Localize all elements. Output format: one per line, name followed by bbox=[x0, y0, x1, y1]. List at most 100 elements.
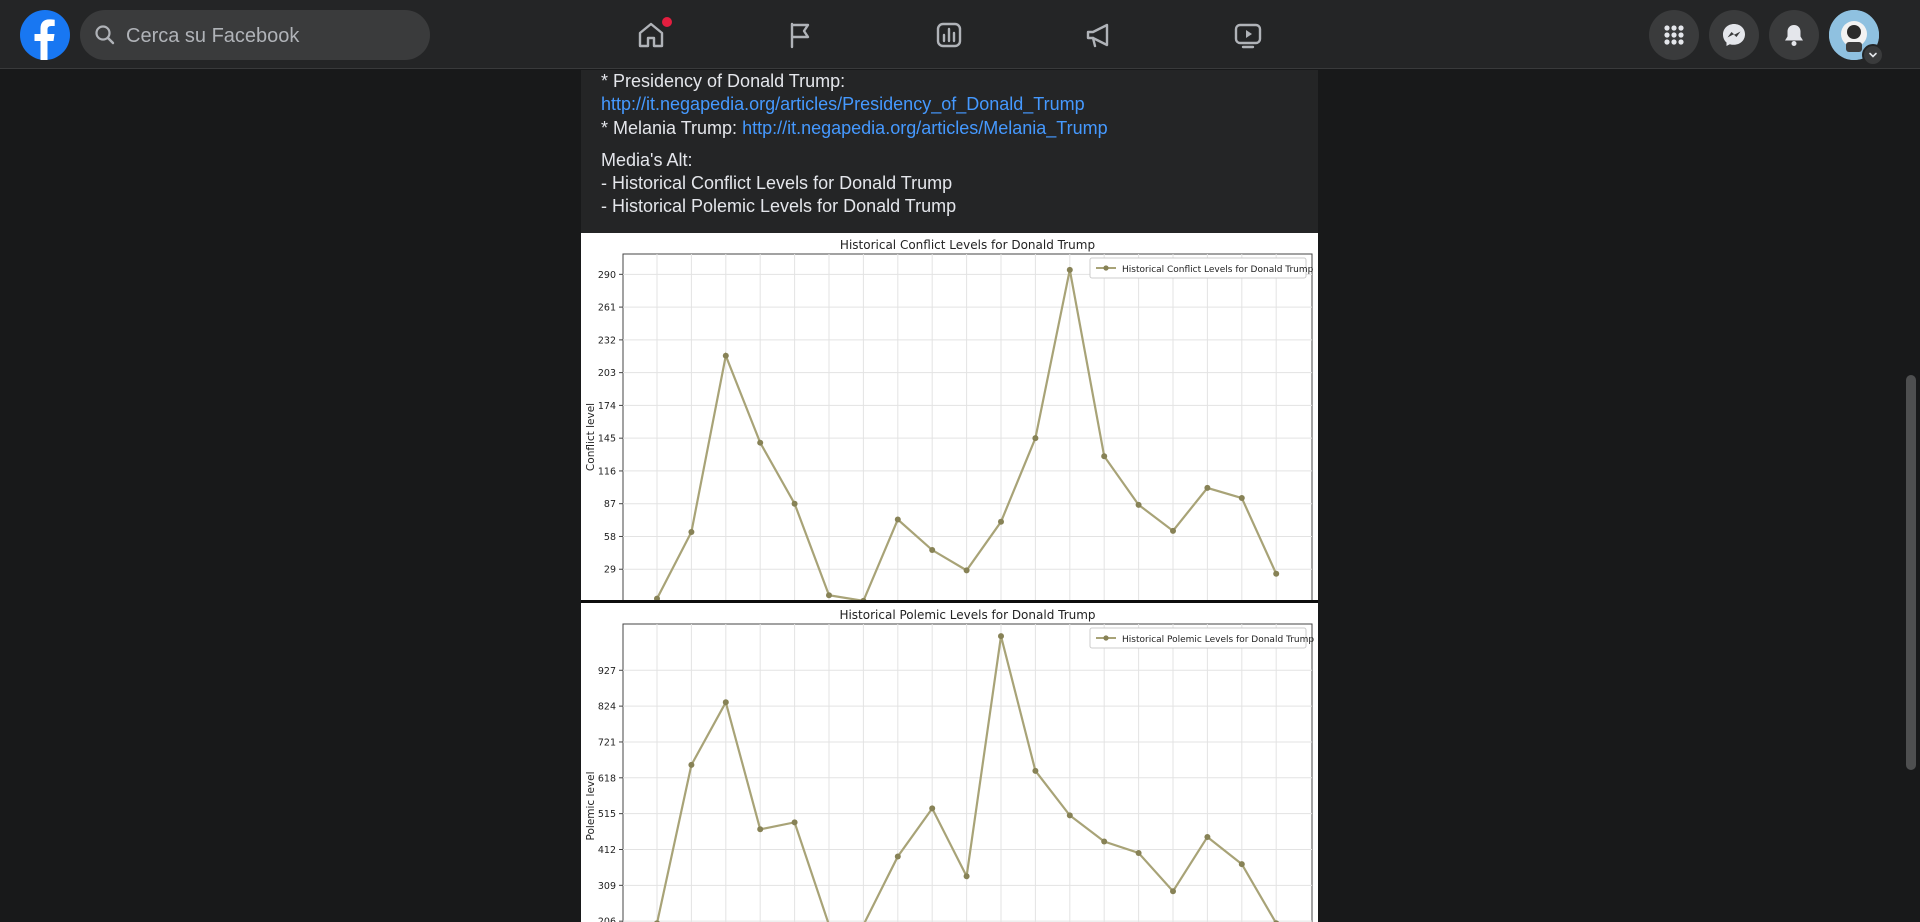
video-icon bbox=[1234, 23, 1262, 49]
presidency-link[interactable]: http://it.negapedia.org/articles/Preside… bbox=[601, 94, 1085, 114]
legend-marker bbox=[1103, 265, 1109, 271]
y-tick-label: 824 bbox=[598, 702, 616, 713]
y-axis-label: Conflict level bbox=[585, 403, 597, 471]
legend-label: Historical Conflict Levels for Donald Tr… bbox=[1122, 265, 1314, 275]
legend-label: Historical Polemic Levels for Donald Tru… bbox=[1122, 635, 1314, 645]
notifications-button[interactable] bbox=[1769, 10, 1819, 60]
data-point bbox=[826, 592, 832, 599]
search-icon bbox=[94, 24, 116, 46]
y-tick-label: 206 bbox=[598, 917, 616, 922]
data-point bbox=[929, 547, 936, 554]
melania-line: * Melania Trump: http://it.negapedia.org… bbox=[601, 117, 1108, 140]
melania-label: * Melania Trump: bbox=[601, 118, 738, 138]
post-text: * Presidency of Donald Trump: http://it.… bbox=[581, 70, 1318, 233]
legend-box bbox=[1089, 257, 1307, 279]
data-point bbox=[1101, 453, 1108, 460]
data-point bbox=[688, 761, 695, 768]
data-point bbox=[1204, 833, 1211, 840]
image-divider bbox=[581, 600, 1318, 603]
nav-tab-watch[interactable] bbox=[1198, 8, 1298, 62]
data-point bbox=[722, 699, 729, 706]
conflict-chart: Historical Conflict Levels for Donald Tr… bbox=[585, 238, 1314, 600]
menu-button[interactable] bbox=[1649, 10, 1699, 60]
presidency-link-line: http://it.negapedia.org/articles/Preside… bbox=[601, 93, 1085, 116]
top-navigation-bar bbox=[0, 0, 1920, 69]
y-tick-label: 261 bbox=[598, 303, 616, 314]
messenger-icon bbox=[1723, 24, 1745, 46]
alt-item: - Historical Conflict Levels for Donald … bbox=[601, 173, 953, 193]
data-point bbox=[1238, 861, 1245, 868]
y-tick-label: 618 bbox=[598, 773, 616, 784]
melania-link[interactable]: http://it.negapedia.org/articles/Melania… bbox=[742, 118, 1108, 138]
search-input[interactable] bbox=[124, 10, 418, 62]
y-tick-label: 174 bbox=[598, 401, 616, 412]
alt-item: - Historical Polemic Levels for Donald T… bbox=[601, 196, 957, 216]
data-point bbox=[894, 516, 901, 523]
y-tick-label: 145 bbox=[598, 434, 616, 445]
data-point bbox=[929, 805, 936, 812]
data-point bbox=[1066, 266, 1073, 273]
data-point bbox=[998, 633, 1004, 640]
data-point bbox=[963, 567, 970, 574]
conflict-chart-image[interactable]: Historical Conflict Levels for Donald Tr… bbox=[581, 233, 1318, 600]
search-box[interactable] bbox=[80, 10, 430, 62]
data-point bbox=[998, 518, 1004, 525]
messenger-button[interactable] bbox=[1709, 10, 1759, 60]
data-point bbox=[1170, 888, 1176, 895]
data-point bbox=[1273, 570, 1280, 577]
chart-title: Historical Conflict Levels for Donald Tr… bbox=[840, 238, 1095, 252]
data-point bbox=[894, 853, 901, 860]
data-point bbox=[1032, 435, 1039, 442]
y-tick-label: 290 bbox=[598, 270, 616, 281]
data-point bbox=[1238, 495, 1245, 502]
y-tick-label: 309 bbox=[598, 881, 616, 892]
data-point bbox=[654, 595, 660, 600]
data-point bbox=[860, 597, 867, 600]
chart-icon bbox=[936, 22, 962, 48]
polemic-chart-image[interactable]: Historical Polemic Levels for Donald Tru… bbox=[581, 603, 1318, 922]
data-point bbox=[1032, 767, 1039, 774]
plot-frame bbox=[622, 623, 1313, 922]
y-tick-label: 412 bbox=[598, 845, 616, 856]
presidency-label: * Presidency of Donald Trump: bbox=[601, 71, 846, 91]
menu-grid-icon bbox=[1664, 25, 1684, 45]
y-tick-label: 203 bbox=[598, 368, 616, 379]
y-axis-label: Polemic level bbox=[585, 772, 597, 841]
nav-tab-ads[interactable] bbox=[1049, 8, 1149, 62]
data-point bbox=[757, 826, 764, 833]
page-scrollbar[interactable] bbox=[1902, 69, 1920, 922]
y-tick-label: 515 bbox=[598, 809, 616, 820]
data-point bbox=[722, 352, 729, 359]
data-point bbox=[1066, 812, 1073, 819]
y-tick-label: 116 bbox=[598, 466, 616, 477]
chevron-down-icon[interactable] bbox=[1862, 44, 1884, 66]
legend-box bbox=[1089, 627, 1307, 649]
legend-marker bbox=[1103, 635, 1109, 641]
y-tick-label: 87 bbox=[604, 499, 616, 510]
y-tick-label: 29 bbox=[604, 565, 616, 576]
chart-title: Historical Polemic Levels for Donald Tru… bbox=[839, 608, 1095, 622]
nav-tab-pages[interactable] bbox=[750, 8, 850, 62]
data-point bbox=[1204, 484, 1211, 491]
y-tick-label: 232 bbox=[598, 335, 616, 346]
y-tick-label: 58 bbox=[604, 532, 616, 543]
scrollbar-thumb[interactable] bbox=[1906, 375, 1916, 770]
presidency-line: * Presidency of Donald Trump: bbox=[601, 70, 845, 93]
nav-tab-insights[interactable] bbox=[899, 8, 999, 62]
alt-title: Media's Alt: bbox=[601, 150, 693, 170]
nav-tab-home[interactable] bbox=[601, 8, 701, 62]
flag-icon bbox=[790, 22, 810, 49]
data-point bbox=[688, 528, 695, 535]
data-point bbox=[791, 819, 798, 826]
data-point bbox=[1135, 849, 1142, 856]
data-point bbox=[1170, 527, 1176, 534]
data-point bbox=[1101, 838, 1108, 845]
data-point bbox=[791, 500, 798, 507]
data-point bbox=[963, 873, 970, 880]
notification-dot bbox=[661, 16, 673, 28]
bell-icon bbox=[1785, 25, 1803, 46]
facebook-logo-icon[interactable] bbox=[20, 10, 70, 60]
y-tick-label: 927 bbox=[598, 666, 616, 677]
data-point bbox=[1135, 501, 1142, 508]
data-point bbox=[757, 439, 764, 446]
